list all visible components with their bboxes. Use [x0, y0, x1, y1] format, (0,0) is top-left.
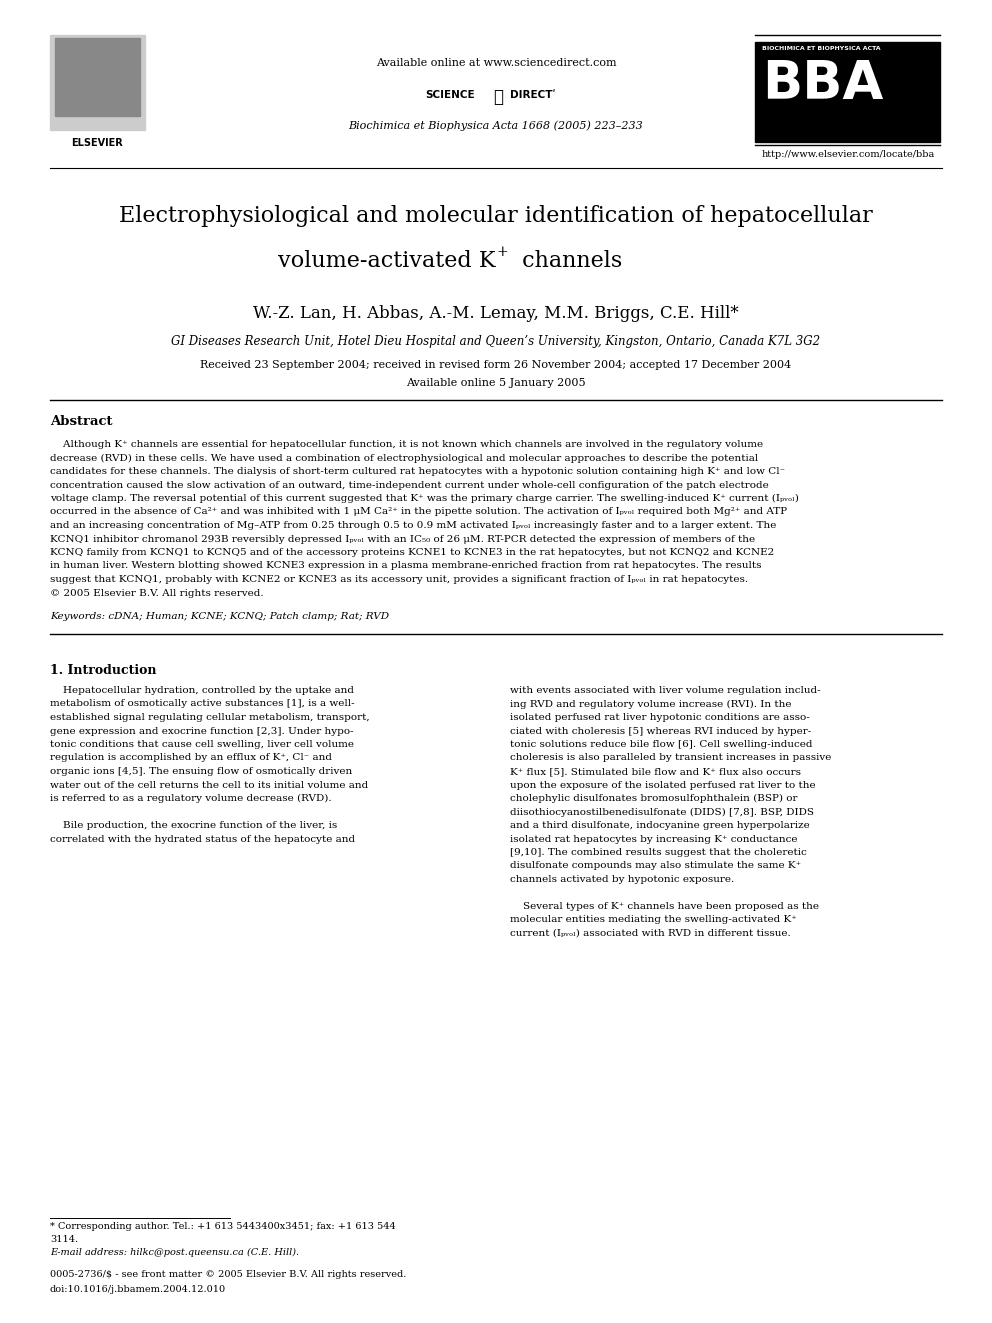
- Text: * Corresponding author. Tel.: +1 613 5443400x3451; fax: +1 613 544: * Corresponding author. Tel.: +1 613 544…: [50, 1222, 396, 1230]
- Text: isolated perfused rat liver hypotonic conditions are asso-: isolated perfused rat liver hypotonic co…: [510, 713, 809, 722]
- Text: SCIENCE: SCIENCE: [425, 90, 474, 101]
- Text: Electrophysiological and molecular identification of hepatocellular: Electrophysiological and molecular ident…: [119, 205, 873, 228]
- Text: choleresis is also paralleled by transient increases in passive: choleresis is also paralleled by transie…: [510, 754, 831, 762]
- Text: established signal regulating cellular metabolism, transport,: established signal regulating cellular m…: [50, 713, 370, 722]
- Text: KCNQ1 inhibitor chromanol 293B reversibly depressed Iₚᵥₒₗ with an IC₅₀ of 26 μM.: KCNQ1 inhibitor chromanol 293B reversibl…: [50, 534, 755, 544]
- Text: ciated with choleresis [5] whereas RVI induced by hyper-: ciated with choleresis [5] whereas RVI i…: [510, 726, 811, 736]
- Text: tonic solutions reduce bile flow [6]. Cell swelling-induced: tonic solutions reduce bile flow [6]. Ce…: [510, 740, 812, 749]
- Text: channels: channels: [515, 250, 622, 273]
- Text: K⁺ flux [5]. Stimulated bile flow and K⁺ flux also occurs: K⁺ flux [5]. Stimulated bile flow and K⁺…: [510, 767, 801, 777]
- Text: Keywords: cDNA; Human; KCNE; KCNQ; Patch clamp; Rat; RVD: Keywords: cDNA; Human; KCNE; KCNQ; Patch…: [50, 613, 389, 620]
- Text: channels activated by hypotonic exposure.: channels activated by hypotonic exposure…: [510, 875, 734, 884]
- Text: 0005-2736/$ - see front matter © 2005 Elsevier B.V. All rights reserved.: 0005-2736/$ - see front matter © 2005 El…: [50, 1270, 407, 1279]
- Text: in human liver. Western blotting showed KCNE3 expression in a plasma membrane-en: in human liver. Western blotting showed …: [50, 561, 762, 570]
- Text: water out of the cell returns the cell to its initial volume and: water out of the cell returns the cell t…: [50, 781, 368, 790]
- Text: upon the exposure of the isolated perfused rat liver to the: upon the exposure of the isolated perfus…: [510, 781, 815, 790]
- Text: isolated rat hepatocytes by increasing K⁺ conductance: isolated rat hepatocytes by increasing K…: [510, 835, 798, 844]
- Text: ing RVD and regulatory volume increase (RVI). In the: ing RVD and regulatory volume increase (…: [510, 700, 792, 709]
- Text: Available online 5 January 2005: Available online 5 January 2005: [406, 378, 586, 388]
- Text: © 2005 Elsevier B.V. All rights reserved.: © 2005 Elsevier B.V. All rights reserved…: [50, 589, 264, 598]
- Text: [9,10]. The combined results suggest that the choleretic: [9,10]. The combined results suggest tha…: [510, 848, 806, 857]
- Text: DIRECTʹ: DIRECTʹ: [510, 90, 556, 101]
- Text: ⓐ: ⓐ: [493, 89, 503, 106]
- Text: +: +: [497, 245, 509, 259]
- Text: and a third disulfonate, indocyanine green hyperpolarize: and a third disulfonate, indocyanine gre…: [510, 822, 809, 830]
- Text: candidates for these channels. The dialysis of short-term cultured rat hepatocyt: candidates for these channels. The dialy…: [50, 467, 785, 476]
- Text: Hepatocellular hydration, controlled by the uptake and: Hepatocellular hydration, controlled by …: [50, 687, 354, 695]
- Text: 1. Introduction: 1. Introduction: [50, 664, 157, 677]
- Text: decrease (RVD) in these cells. We have used a combination of electrophysiologica: decrease (RVD) in these cells. We have u…: [50, 454, 758, 463]
- Text: correlated with the hydrated status of the hepatocyte and: correlated with the hydrated status of t…: [50, 835, 355, 844]
- Text: suggest that KCNQ1, probably with KCNE2 or KCNE3 as its accessory unit, provides: suggest that KCNQ1, probably with KCNE2 …: [50, 576, 748, 583]
- Text: volume-activated K: volume-activated K: [279, 250, 496, 273]
- Text: ELSEVIER: ELSEVIER: [71, 138, 123, 148]
- Bar: [50, 34, 145, 130]
- Text: Biochimica et Biophysica Acta 1668 (2005) 223–233: Biochimica et Biophysica Acta 1668 (2005…: [348, 120, 644, 131]
- Text: is referred to as a regulatory volume decrease (RVD).: is referred to as a regulatory volume de…: [50, 794, 331, 803]
- Bar: [755, 42, 940, 142]
- Text: diisothiocyanostilbenedisulfonate (DIDS) [7,8]. BSP, DIDS: diisothiocyanostilbenedisulfonate (DIDS)…: [510, 807, 814, 816]
- Text: disulfonate compounds may also stimulate the same K⁺: disulfonate compounds may also stimulate…: [510, 861, 802, 871]
- Text: voltage clamp. The reversal potential of this current suggested that K⁺ was the : voltage clamp. The reversal potential of…: [50, 493, 799, 503]
- Text: regulation is accomplished by an efflux of K⁺, Cl⁻ and: regulation is accomplished by an efflux …: [50, 754, 332, 762]
- Text: cholephylic disulfonates bromosulfophthalein (BSP) or: cholephylic disulfonates bromosulfophtha…: [510, 794, 798, 803]
- Text: GI Diseases Research Unit, Hotel Dieu Hospital and Queen’s University, Kingston,: GI Diseases Research Unit, Hotel Dieu Ho…: [172, 335, 820, 348]
- Text: Bile production, the exocrine function of the liver, is: Bile production, the exocrine function o…: [50, 822, 337, 830]
- Text: occurred in the absence of Ca²⁺ and was inhibited with 1 μM Ca²⁺ in the pipette : occurred in the absence of Ca²⁺ and was …: [50, 508, 787, 516]
- Text: BIOCHIMICA ET BIOPHYSICA ACTA: BIOCHIMICA ET BIOPHYSICA ACTA: [762, 46, 881, 52]
- Text: W.-Z. Lan, H. Abbas, A.-M. Lemay, M.M. Briggs, C.E. Hill*: W.-Z. Lan, H. Abbas, A.-M. Lemay, M.M. B…: [253, 306, 739, 321]
- Text: current (Iₚᵥₒₗ) associated with RVD in different tissue.: current (Iₚᵥₒₗ) associated with RVD in d…: [510, 929, 791, 938]
- Text: BBA: BBA: [762, 58, 883, 110]
- Text: E-mail address: hilkc@post.queensu.ca (C.E. Hill).: E-mail address: hilkc@post.queensu.ca (C…: [50, 1248, 300, 1257]
- Text: Abstract: Abstract: [50, 415, 112, 429]
- Text: doi:10.1016/j.bbamem.2004.12.010: doi:10.1016/j.bbamem.2004.12.010: [50, 1285, 226, 1294]
- Text: organic ions [4,5]. The ensuing flow of osmotically driven: organic ions [4,5]. The ensuing flow of …: [50, 767, 352, 777]
- Text: 3114.: 3114.: [50, 1234, 78, 1244]
- Text: molecular entities mediating the swelling-activated K⁺: molecular entities mediating the swellin…: [510, 916, 797, 925]
- Text: KCNQ family from KCNQ1 to KCNQ5 and of the accessory proteins KCNE1 to KCNE3 in : KCNQ family from KCNQ1 to KCNQ5 and of t…: [50, 548, 774, 557]
- Text: with events associated with liver volume regulation includ-: with events associated with liver volume…: [510, 687, 820, 695]
- Text: Received 23 September 2004; received in revised form 26 November 2004; accepted : Received 23 September 2004; received in …: [200, 360, 792, 370]
- Bar: [55, 38, 140, 116]
- Text: and an increasing concentration of Mg–ATP from 0.25 through 0.5 to 0.9 mM activa: and an increasing concentration of Mg–AT…: [50, 521, 777, 531]
- Text: tonic conditions that cause cell swelling, liver cell volume: tonic conditions that cause cell swellin…: [50, 740, 354, 749]
- Text: Available online at www.sciencedirect.com: Available online at www.sciencedirect.co…: [376, 58, 616, 67]
- Text: metabolism of osmotically active substances [1], is a well-: metabolism of osmotically active substan…: [50, 700, 354, 709]
- Text: gene expression and exocrine function [2,3]. Under hypo-: gene expression and exocrine function [2…: [50, 726, 353, 736]
- Text: http://www.elsevier.com/locate/bba: http://www.elsevier.com/locate/bba: [762, 149, 934, 159]
- Text: Several types of K⁺ channels have been proposed as the: Several types of K⁺ channels have been p…: [510, 902, 819, 912]
- Text: Although K⁺ channels are essential for hepatocellular function, it is not known : Although K⁺ channels are essential for h…: [50, 441, 763, 448]
- Text: concentration caused the slow activation of an outward, time-independent current: concentration caused the slow activation…: [50, 480, 769, 490]
